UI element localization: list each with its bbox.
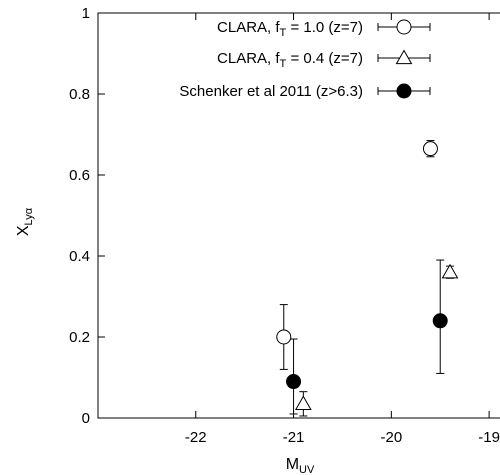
plot-frame [97,12,500,419]
y-tick-label: 0.4 [69,248,90,265]
data-point [432,313,448,329]
legend-label-rest: = 0.4 (z=7) [286,50,363,67]
y-axis-label-main: X [15,225,32,236]
ticks [98,12,490,419]
data-point [422,141,438,157]
legend-label-subscript: T [280,27,287,39]
error-bars [279,140,454,417]
data-point [294,395,312,410]
legend-label-text: CLARA, f [217,50,280,67]
x-tick-label: -19 [478,429,500,446]
legend-marker [396,83,412,99]
tick-labels: -22 -21 -20 -19 0 0.2 0.4 0.6 0.8 1 [69,5,500,446]
y-tick-label: 0 [82,410,90,427]
legend-label-text: Schenker et al 2011 (z>6.3) [179,83,363,100]
legend-label-rest: = 1.0 (z=7) [286,19,363,36]
legend-label: Schenker et al 2011 (z>6.3) [179,83,363,100]
x-tick-label: -21 [283,429,305,446]
legend-label-subscript: T [280,58,287,70]
x-axis-label: MUV [286,456,315,475]
y-tick-label: 0.8 [69,86,90,103]
y-tick-label: 1 [82,5,90,22]
y-axis-label-sub: Lyα [23,207,35,225]
data-point [286,374,302,390]
x-tick-label: -20 [380,429,402,446]
data-point [441,263,459,279]
x-axis-label-main: M [286,456,299,473]
y-tick-label: 0.2 [69,329,90,346]
markers [276,141,459,410]
x-axis-label-sub: UV [299,464,315,475]
legend-label-text: CLARA, f [217,19,280,36]
x-tick-label: -22 [185,429,207,446]
legend-marker [396,19,412,35]
y-axis-label: XLyα [15,207,35,236]
y-tick-label: 0.6 [69,167,90,184]
legend: CLARA, fT = 1.0 (z=7)CLARA, fT = 0.4 (z=… [179,19,431,100]
data-point [276,329,292,345]
legend-label: CLARA, fT = 1.0 (z=7) [217,19,363,39]
legend-label: CLARA, fT = 0.4 (z=7) [217,50,363,70]
legend-marker [395,49,413,65]
